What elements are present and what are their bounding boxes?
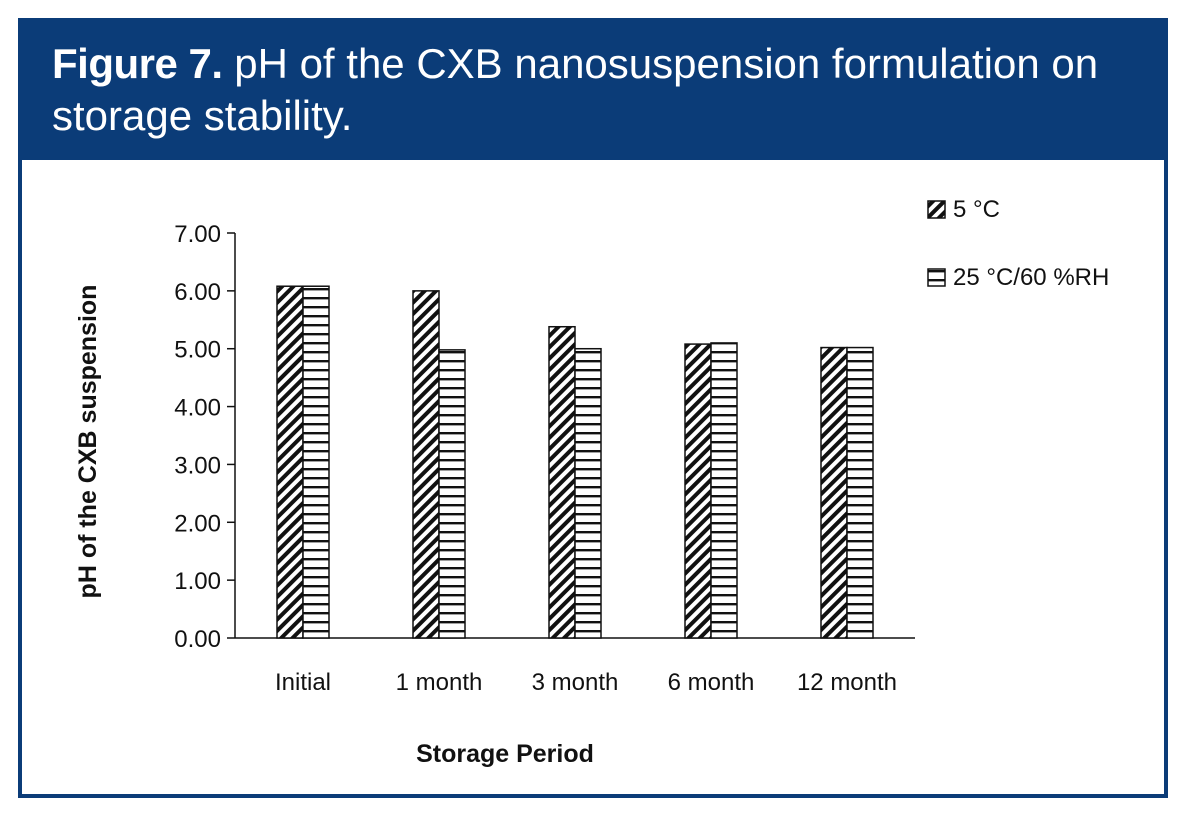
y-tick-label: 5.00: [174, 337, 221, 364]
bars: [276, 285, 874, 639]
bar-series-5c-3: [684, 343, 712, 639]
bar-series-25c-4: [846, 346, 874, 639]
x-tick-label: 6 month: [668, 669, 755, 696]
legend-label: 25 °C/60 %RH: [953, 264, 1109, 291]
figure-frame: Figure 7. pH of the CXB nanosuspension f…: [18, 18, 1168, 798]
y-tick-label: 2.00: [174, 510, 221, 537]
bar-series-5c-1: [412, 290, 440, 639]
y-tick-label: 6.00: [174, 279, 221, 306]
x-tick-label: 1 month: [396, 669, 483, 696]
figure-header: Figure 7. pH of the CXB nanosuspension f…: [22, 22, 1164, 160]
bar-series-25c-0: [302, 285, 330, 639]
figure-caption: pH of the CXB nanosuspension formulation…: [52, 40, 1099, 139]
x-axis-title: Storage Period: [416, 740, 594, 768]
x-axis: Initial 1 month 3 month 6 month 12 month: [235, 637, 915, 696]
legend-label: 5 °C: [953, 196, 1000, 223]
legend: 5 °C 25 °C/60 %RH: [927, 196, 1109, 291]
x-tick-label: 12 month: [797, 669, 897, 696]
bar-series-25c-3: [710, 342, 738, 639]
bar-series-5c-2: [548, 325, 576, 639]
legend-swatch: [927, 200, 946, 219]
figure-label: Figure 7.: [52, 40, 223, 87]
x-tick-label: 3 month: [532, 669, 619, 696]
bar-series-5c-4: [820, 346, 848, 639]
y-tick-label: 4.00: [174, 395, 221, 422]
x-tick-label: Initial: [275, 669, 331, 696]
y-tick-label: 0.00: [174, 626, 221, 653]
bar-series-25c-1: [438, 349, 466, 639]
bar-series-25c-2: [574, 347, 602, 639]
y-tick-label: 1.00: [174, 568, 221, 595]
y-tick-label: 7.00: [174, 221, 221, 248]
y-axis: 0.00 1.00 2.00 3.00 4.00 5.00 6.00 7.00: [174, 221, 236, 653]
legend-swatch: [927, 268, 946, 287]
y-tick-label: 3.00: [174, 452, 221, 479]
y-axis-title: pH of the CXB suspension: [74, 285, 102, 599]
bar-series-5c-0: [276, 285, 304, 639]
